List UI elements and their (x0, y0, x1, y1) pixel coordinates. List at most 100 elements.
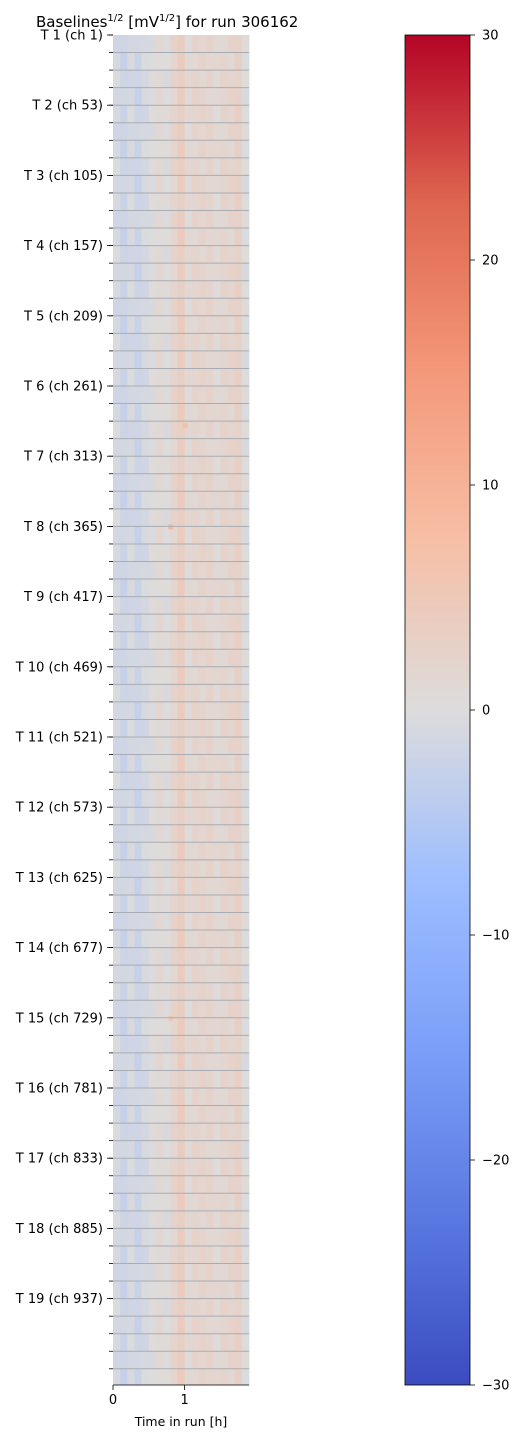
heatmap-cell (120, 157, 128, 176)
heatmap-cell (198, 386, 207, 404)
heatmap-cell (163, 789, 171, 808)
heatmap-cell (134, 298, 143, 317)
heatmap-cell (127, 666, 135, 685)
heatmap-cell (234, 491, 243, 510)
heatmap-cell (198, 614, 207, 633)
heatmap-cell (213, 1263, 221, 1282)
heatmap-cell (191, 666, 200, 685)
heatmap-cell (241, 456, 250, 475)
heatmap-cell (198, 157, 207, 176)
heatmap-cell (191, 386, 200, 404)
heatmap-cell (127, 386, 135, 404)
heatmap-cell (198, 1298, 207, 1317)
heatmap-cell (148, 930, 157, 948)
heatmap-cell (163, 930, 171, 948)
heatmap-cell (191, 772, 200, 791)
heatmap-cell (113, 1070, 121, 1089)
heatmap-cell (184, 403, 193, 422)
heatmap-cell (127, 473, 135, 492)
heatmap-cell (220, 1228, 228, 1247)
heatmap-cell (155, 649, 164, 668)
heatmap-cell (227, 508, 236, 527)
heatmap-cell (191, 1175, 200, 1194)
heatmap-cell (198, 280, 207, 299)
heatmap-cells (113, 35, 250, 1386)
heatmap-cell (241, 596, 250, 615)
heatmap-cell (120, 87, 128, 106)
heatmap-cell (234, 596, 243, 615)
heatmap-cell (234, 122, 243, 141)
heatmap-cell (170, 368, 178, 387)
heatmap-cell (198, 737, 207, 755)
heatmap-cell (213, 1351, 221, 1370)
heatmap-cell (170, 192, 178, 211)
heatmap-cell (220, 930, 228, 948)
y-tick-label: T 11 (ch 521) (15, 731, 103, 746)
heatmap-cell (241, 280, 250, 299)
heatmap-cell (191, 649, 200, 668)
heatmap-cell (234, 543, 243, 562)
heatmap-cell (220, 87, 228, 106)
heatmap-cell (141, 52, 150, 71)
heatmap-cell (184, 175, 193, 194)
title-suffix: ] for run 306162 (175, 13, 298, 31)
heatmap-cell (206, 1088, 214, 1106)
heatmap-cell (134, 1088, 143, 1106)
heatmap-cell (134, 1175, 143, 1194)
heatmap-cell (234, 1017, 243, 1036)
heatmap-cell (141, 333, 150, 352)
heatmap-cell (155, 1158, 164, 1177)
heatmap-cell (148, 1210, 157, 1229)
heatmap-cell (148, 87, 157, 106)
heatmap-cell (127, 192, 135, 211)
heatmap-cell (170, 333, 178, 352)
heatmap-cell (227, 228, 236, 246)
y-axis: T 1 (ch 1)T 2 (ch 53)T 3 (ch 105)T 4 (ch… (15, 29, 113, 1370)
heatmap-cell (191, 1070, 200, 1089)
heatmap-cell (220, 526, 228, 545)
heatmap-cell (113, 965, 121, 984)
heatmap-cell (148, 561, 157, 580)
heatmap-cell (148, 965, 157, 984)
heatmap-cell (141, 649, 150, 668)
heatmap-cell (155, 210, 164, 229)
heatmap-cell (134, 1316, 143, 1335)
heatmap-cell (141, 1035, 150, 1054)
heatmap-cell (155, 754, 164, 773)
heatmap-cell (148, 1281, 157, 1299)
heatmap-cell (177, 1245, 185, 1264)
heatmap-cell (155, 280, 164, 299)
heatmap-cell (127, 70, 135, 89)
heatmap-cell (155, 719, 164, 738)
heatmap-cell (213, 386, 221, 404)
heatmap-cell (184, 70, 193, 89)
heatmap-cell (155, 456, 164, 475)
heatmap-cell (113, 894, 121, 913)
heatmap-cell (206, 298, 214, 317)
heatmap-cell (191, 508, 200, 527)
heatmap-cell (141, 192, 150, 211)
heatmap-cell (148, 649, 157, 668)
heatmap-cell (141, 824, 150, 843)
heatmap-cell (127, 421, 135, 440)
heatmap-cell (177, 1158, 185, 1177)
heatmap-cell (206, 263, 214, 282)
heatmap-cell (227, 1000, 236, 1019)
heatmap-cell (127, 1000, 135, 1019)
heatmap-cell (170, 157, 178, 176)
heatmap-cell (227, 491, 236, 510)
heatmap-cell (191, 280, 200, 299)
heatmap-cell (184, 1210, 193, 1229)
heatmap-cell (234, 526, 243, 545)
heatmap-cell (155, 1070, 164, 1089)
heatmap-cell (213, 1000, 221, 1019)
heatmap-cell (213, 1316, 221, 1335)
heatmap-cell (206, 649, 214, 668)
heatmap-cell (148, 1316, 157, 1335)
heatmap-cell (148, 491, 157, 510)
heatmap-cell (234, 561, 243, 580)
heatmap-cell (198, 1351, 207, 1370)
heatmap-cell (163, 1263, 171, 1282)
heatmap-cell (227, 772, 236, 791)
